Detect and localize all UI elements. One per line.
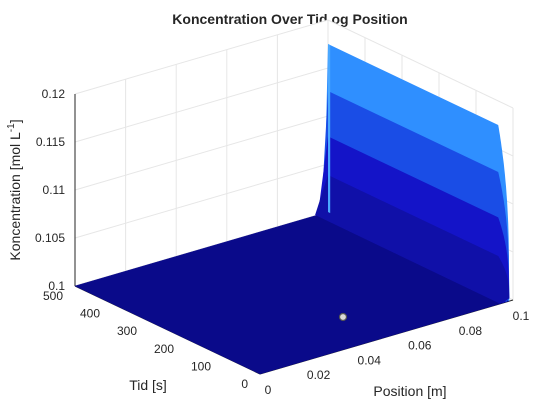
chart-title: Koncentration Over Tid og Position xyxy=(172,11,407,27)
y-axis-label: Tid [s] xyxy=(129,377,167,393)
surface-ridge-face xyxy=(328,44,331,214)
z-tick-label: 0.11 xyxy=(43,183,66,197)
data-cursor-marker[interactable] xyxy=(338,312,348,322)
surface-plot xyxy=(74,44,510,375)
y-tick-label: 500 xyxy=(43,289,63,303)
z-tick-label: 0.115 xyxy=(36,135,65,149)
y-tick-label: 200 xyxy=(154,342,174,356)
y-tick-label: 100 xyxy=(191,359,211,373)
x-tick-label: 0.1 xyxy=(513,309,530,323)
y-tick-label: 300 xyxy=(117,324,137,338)
x-tick-label: 0.06 xyxy=(408,339,432,353)
tick-labels: 00.020.040.060.080.101002003004005000.10… xyxy=(35,87,530,397)
x-tick-label: 0 xyxy=(265,383,272,397)
surface-layer xyxy=(315,175,510,304)
y-tick-label: 400 xyxy=(80,307,100,321)
x-tick-label: 0.04 xyxy=(358,353,382,367)
z-tick-label: 0.1 xyxy=(48,279,65,293)
z-tick-label: 0.12 xyxy=(42,87,66,101)
z-axis-label-exponent: -1 xyxy=(6,123,17,132)
z-axis-label-close: ] xyxy=(7,119,23,123)
z-tick-label: 0.105 xyxy=(35,231,65,245)
y-tick-label: 0 xyxy=(241,377,248,391)
x-tick-label: 0.08 xyxy=(459,324,483,338)
x-axis-label: Position [m] xyxy=(373,383,446,399)
z-axis-label: Koncentration [mol L-1] xyxy=(6,119,23,260)
z-axis-label-main: Koncentration [mol L xyxy=(7,132,23,261)
x-tick-label: 0.02 xyxy=(307,368,331,382)
